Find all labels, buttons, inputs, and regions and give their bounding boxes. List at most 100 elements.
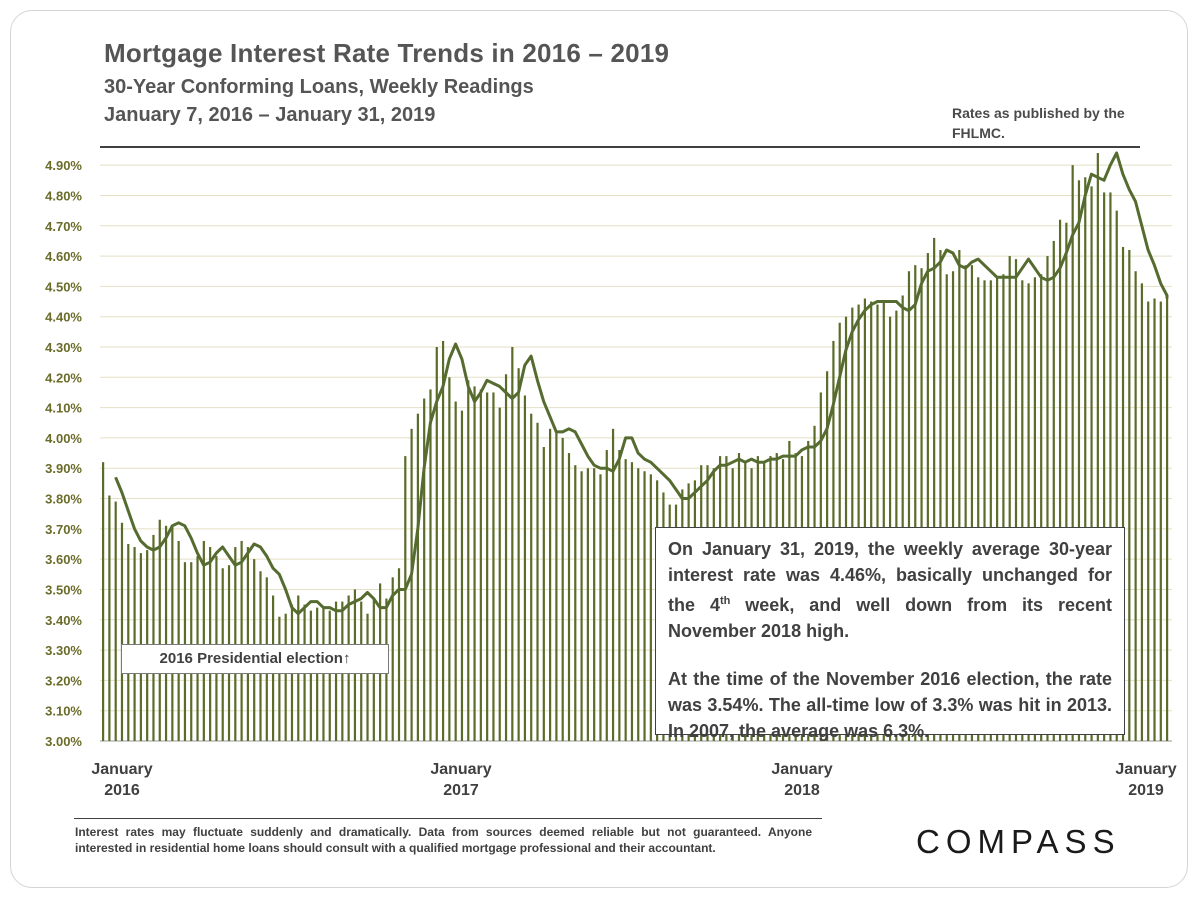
rate-bar bbox=[473, 386, 476, 741]
election-annotation: 2016 Presidential election↑ bbox=[121, 644, 389, 674]
rate-bar bbox=[914, 265, 917, 741]
rate-bar bbox=[498, 407, 501, 741]
y-tick-label: 3.10% bbox=[45, 704, 82, 719]
rate-bar bbox=[907, 271, 911, 741]
rate-bar bbox=[152, 534, 155, 741]
chart-title: Mortgage Interest Rate Trends in 2016 – … bbox=[104, 38, 670, 68]
rate-bar bbox=[649, 474, 652, 741]
y-axis-ticks: 3.00% 3.10% 3.20% 3.30% 3.40% 3.50% 3.60% 3.70%… bbox=[45, 158, 82, 749]
rate-bar bbox=[1040, 274, 1043, 741]
rate-bar bbox=[870, 301, 873, 741]
header-divider bbox=[100, 146, 1140, 148]
rate-bar bbox=[901, 295, 904, 741]
x-label-2018: January 2018 bbox=[771, 761, 833, 799]
rate-bar bbox=[630, 462, 634, 741]
y-tick-label: 4.30% bbox=[45, 340, 82, 355]
rate-bar bbox=[448, 377, 451, 741]
rate-bar bbox=[416, 413, 419, 741]
rate-bar bbox=[1008, 256, 1011, 741]
y-tick-label: 4.50% bbox=[45, 279, 82, 294]
rate-bar bbox=[1021, 280, 1024, 741]
rate-bar bbox=[605, 450, 608, 741]
rate-bar bbox=[536, 422, 539, 741]
rate-bar bbox=[1002, 274, 1005, 741]
rate-bar bbox=[1084, 177, 1087, 741]
rate-bar bbox=[542, 447, 545, 741]
rate-bar bbox=[989, 280, 992, 741]
rate-bar bbox=[958, 250, 961, 741]
source-note: Rates as published by the FHLMC. bbox=[952, 105, 1125, 141]
rate-bar bbox=[1058, 219, 1062, 741]
rate-bar bbox=[391, 577, 394, 741]
rate-bar bbox=[460, 410, 464, 741]
rate-bar bbox=[164, 525, 168, 741]
rate-bar bbox=[284, 613, 287, 741]
rate-bar bbox=[1153, 298, 1156, 741]
y-tick-label: 4.60% bbox=[45, 249, 82, 264]
rate-bar bbox=[397, 568, 401, 741]
rate-bar bbox=[637, 468, 640, 741]
rate-bar bbox=[309, 610, 312, 741]
rate-bar bbox=[882, 301, 885, 741]
rate-bar bbox=[857, 304, 860, 741]
rate-bar bbox=[964, 265, 967, 741]
rate-bar bbox=[555, 431, 558, 741]
rate-bar bbox=[202, 540, 205, 741]
rate-bar bbox=[423, 398, 426, 741]
rate-bar bbox=[1071, 165, 1074, 742]
rate-bar bbox=[486, 392, 489, 741]
y-tick-label: 4.10% bbox=[45, 401, 82, 416]
rate-bar bbox=[177, 540, 180, 741]
x-label-2019: January 2019 bbox=[1115, 761, 1177, 799]
rate-bar bbox=[851, 307, 854, 741]
rate-bar bbox=[316, 607, 319, 741]
rate-bar bbox=[1121, 246, 1125, 741]
summary-paragraph-1: On January 31, 2019, the weekly average … bbox=[668, 539, 1112, 641]
rate-bar bbox=[366, 613, 369, 741]
rate-bar bbox=[328, 610, 331, 741]
rate-bar bbox=[1014, 259, 1018, 741]
x-label-2017: January 2017 bbox=[430, 761, 492, 799]
chart-subtitle-range: January 7, 2016 – January 31, 2019 bbox=[104, 104, 436, 126]
rate-bar bbox=[322, 607, 325, 741]
rate-bar bbox=[517, 368, 520, 741]
rate-bar bbox=[1090, 186, 1093, 741]
compass-logo: COMPASS bbox=[916, 823, 1121, 860]
y-tick-label: 4.70% bbox=[45, 219, 82, 234]
rate-bar bbox=[574, 465, 577, 741]
chart-subtitle-series: 30-Year Conforming Loans, Weekly Reading… bbox=[104, 76, 534, 98]
rate-bar bbox=[530, 413, 533, 741]
rate-bar bbox=[1128, 250, 1131, 741]
rate-bar bbox=[876, 304, 879, 741]
rate-bar bbox=[479, 389, 482, 741]
disclaimer-text: Interest rates may fluctuate suddenly an… bbox=[75, 825, 812, 855]
rate-bar bbox=[1096, 153, 1099, 741]
rate-bar bbox=[593, 468, 596, 741]
rate-bar bbox=[441, 340, 445, 741]
rate-bar bbox=[1109, 192, 1112, 741]
rate-bar bbox=[1147, 301, 1150, 741]
rate-bar bbox=[102, 462, 105, 741]
summary-paragraph-2: At the time of the November 2016 electio… bbox=[668, 669, 1112, 741]
rate-bar bbox=[580, 471, 583, 741]
y-tick-label: 3.20% bbox=[45, 673, 82, 688]
rate-bar bbox=[920, 268, 923, 741]
y-tick-label: 4.40% bbox=[45, 310, 82, 325]
rate-bar bbox=[240, 540, 243, 741]
y-tick-label: 4.90% bbox=[45, 158, 82, 173]
rate-bar bbox=[977, 277, 980, 741]
rate-bar bbox=[996, 277, 999, 741]
rate-bar bbox=[933, 237, 936, 741]
rate-bar bbox=[108, 495, 111, 741]
rate-bar bbox=[523, 395, 527, 741]
rate-bar bbox=[511, 347, 514, 741]
rate-bar bbox=[429, 389, 432, 741]
rate-bar bbox=[1027, 283, 1030, 741]
rate-bar bbox=[1065, 222, 1068, 741]
rate-bar bbox=[599, 474, 602, 741]
rate-bar bbox=[114, 501, 117, 741]
rate-bar bbox=[624, 459, 627, 741]
rate-bar bbox=[1134, 271, 1137, 741]
rate-bar bbox=[467, 380, 470, 741]
rate-bar bbox=[863, 298, 866, 741]
